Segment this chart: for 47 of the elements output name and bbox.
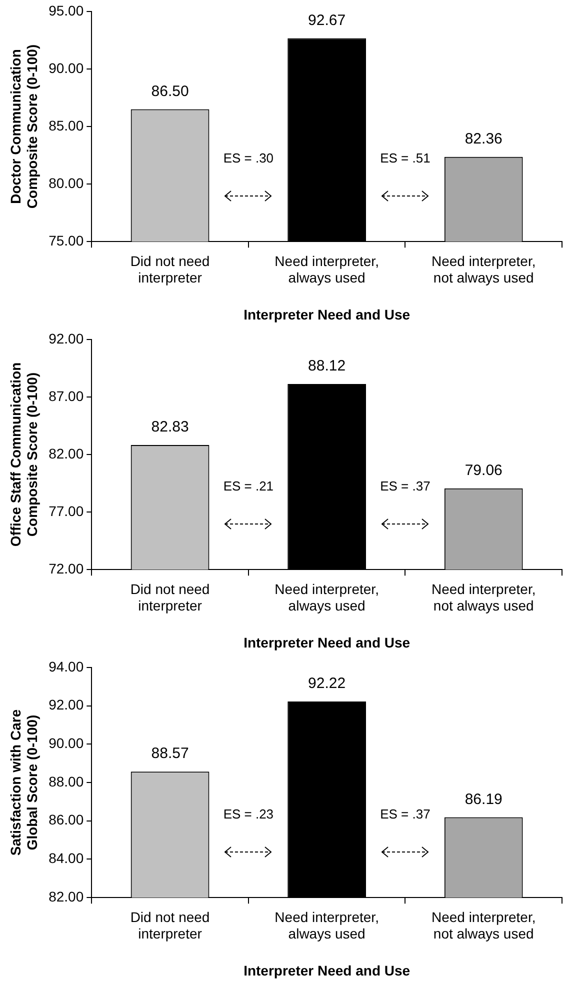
x-tick-label: Need interpreter, not always used: [431, 580, 536, 614]
data-label: 88.57: [151, 745, 189, 762]
annotation: ES = .37: [380, 806, 430, 822]
data-label: 82.36: [464, 130, 502, 148]
x-tick-label: Need interpreter, always used: [274, 252, 379, 286]
x-axis-title: Interpreter Need and Use: [244, 962, 410, 978]
y-tick-label: 86.00: [48, 812, 84, 828]
x-tick-label: Need interpreter, always used: [274, 580, 379, 614]
annotation: ES = .51: [380, 150, 430, 166]
annotation: ES = .37: [380, 478, 430, 494]
x-tick-label: Did not need interpreter: [130, 908, 210, 942]
y-tick-label: 95.00: [48, 2, 84, 18]
y-tick-label: 75.00: [48, 232, 84, 248]
x-tick-label: Need interpreter, always used: [274, 908, 379, 942]
annotation: ES = .23: [223, 806, 274, 822]
y-tick-label: 85.00: [48, 117, 84, 134]
annotation: ES = .21: [223, 478, 274, 494]
y-tick-label: 90.00: [48, 60, 84, 76]
y-tick-label: 77.00: [48, 502, 84, 519]
data-label: 86.50: [151, 82, 189, 100]
x-axis-title: Interpreter Need and Use: [244, 306, 410, 322]
data-label: 92.22: [308, 675, 346, 692]
y-tick-label: 82.00: [48, 888, 84, 904]
y-axis-title: Doctor Communication Composite Score (0-100): [7, 44, 40, 209]
y-tick-label: 92.00: [48, 696, 84, 713]
y-tick-label: 90.00: [48, 734, 84, 751]
y-tick-label: 84.00: [48, 850, 84, 866]
x-tick-label: Did not need interpreter: [130, 580, 210, 614]
y-tick-label: 92.00: [48, 330, 84, 346]
x-tick-label: Need interpreter, not always used: [431, 908, 536, 942]
data-label: 82.83: [151, 418, 189, 436]
y-axis-title: Satisfaction with Care Global Score (0-100): [7, 709, 40, 856]
x-axis-title: Interpreter Need and Use: [244, 634, 410, 650]
y-tick-label: 82.00: [48, 445, 84, 462]
x-tick-label: Did not need interpreter: [130, 252, 210, 286]
y-axis-title: Office Staff Communication Composite Score (0-100): [7, 362, 40, 547]
data-label: 88.12: [308, 358, 346, 375]
data-label: 92.67: [308, 12, 346, 29]
y-tick-label: 94.00: [48, 658, 84, 674]
y-tick-label: 88.00: [48, 773, 84, 790]
y-tick-label: 72.00: [48, 560, 84, 576]
x-tick-label: Need interpreter, not always used: [431, 252, 536, 286]
y-tick-label: 87.00: [48, 388, 84, 404]
annotation: ES = .30: [223, 150, 274, 166]
data-label: 86.19: [464, 790, 502, 808]
data-label: 79.06: [464, 462, 502, 479]
y-tick-label: 80.00: [48, 174, 84, 191]
